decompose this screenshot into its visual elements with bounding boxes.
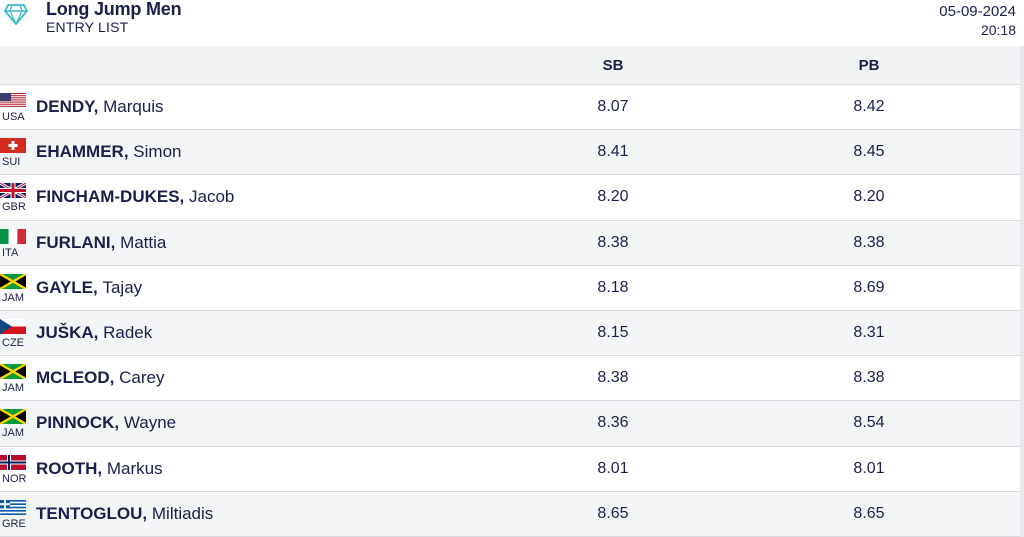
season-best: 8.15 — [597, 323, 629, 341]
season-best: 8.36 — [597, 414, 629, 432]
table-row[interactable]: GBR FINCHAM-DUKES, Jacob 8.20 8.20 — [0, 175, 1020, 221]
athlete-name[interactable]: JUŠKA, Radek — [36, 323, 152, 343]
personal-best: 8.01 — [853, 459, 885, 477]
athlete-first-name: Markus — [106, 458, 163, 478]
jam-flag-icon — [0, 408, 27, 426]
season-best: 8.38 — [597, 369, 629, 387]
jam-flag-icon — [0, 363, 27, 381]
personal-best: 8.45 — [853, 143, 885, 161]
cze-flag-icon — [0, 318, 26, 334]
diamond-icon — [4, 4, 28, 25]
event-title: Long Jump Men — [46, 0, 182, 19]
season-best: 8.38 — [597, 233, 629, 251]
athlete-first-name: Jacob — [189, 187, 235, 207]
table-row[interactable]: JAM GAYLE, Tajay 8.18 8.69 — [0, 265, 1020, 311]
athlete-last-name: GAYLE, — [36, 277, 98, 297]
athlete-first-name: Carey — [119, 368, 165, 388]
personal-best: 8.42 — [853, 98, 885, 115]
country-code: GBR — [2, 201, 26, 214]
season-best: 8.65 — [597, 504, 629, 522]
table-row[interactable]: USA DENDY, Marquis 8.07 8.42 — [0, 85, 1020, 131]
personal-best: 8.31 — [853, 323, 885, 341]
country-code: JAM — [2, 427, 24, 440]
athlete-name[interactable]: FURLANI, Mattia — [36, 233, 166, 253]
athlete-last-name: DENDY, — [36, 97, 99, 116]
athlete-last-name: ROOTH, — [36, 458, 103, 478]
jam-flag-icon — [0, 272, 27, 290]
season-best: 8.41 — [597, 143, 629, 161]
season-best: 8.01 — [597, 459, 629, 477]
athlete-first-name: Wayne — [123, 413, 177, 433]
table-row[interactable]: SUI EHAMMER, Simon 8.41 8.45 — [0, 130, 1020, 176]
table-body: USA DENDY, Marquis 8.07 8.42 SUI EHAMMER… — [0, 85, 1020, 537]
column-header-sb[interactable]: SB — [602, 57, 624, 74]
country-code: JAM — [2, 291, 24, 304]
personal-best: 8.69 — [853, 278, 885, 296]
table-row[interactable]: ITA FURLANI, Mattia 8.38 8.38 — [0, 220, 1020, 266]
athlete-name[interactable]: PINNOCK, Wayne — [36, 413, 176, 433]
country-code: JAM — [2, 382, 24, 395]
athlete-first-name: Radek — [103, 322, 153, 342]
table-row[interactable]: GRE TENTOGLOU, Miltiadis 8.65 8.65 — [0, 491, 1020, 537]
country-code: ITA — [2, 246, 19, 259]
personal-best: 8.54 — [853, 414, 885, 432]
athlete-name[interactable]: GAYLE, Tajay — [36, 278, 142, 298]
table-header: SB PB — [0, 46, 1020, 85]
athlete-name[interactable]: ROOTH, Markus — [36, 459, 163, 479]
athlete-name[interactable]: TENTOGLOU, Miltiadis — [36, 504, 213, 524]
athlete-name[interactable]: FINCHAM-DUKES, Jacob — [36, 187, 234, 207]
personal-best: 8.38 — [853, 233, 885, 251]
athlete-last-name: FURLANI, — [36, 232, 116, 252]
athlete-first-name: Mattia — [120, 232, 167, 252]
athlete-first-name: Marquis — [103, 97, 164, 116]
athlete-name[interactable]: MCLEOD, Carey — [36, 368, 164, 388]
gre-flag-icon — [0, 499, 26, 515]
table-row[interactable]: JAM MCLEOD, Carey 8.38 8.38 — [0, 356, 1020, 402]
country-code: SUI — [2, 156, 21, 169]
country-code: GRE — [2, 517, 26, 530]
athlete-last-name: MCLEOD, — [36, 368, 115, 388]
scrollbar[interactable] — [1020, 46, 1024, 537]
athlete-first-name: Simon — [133, 142, 182, 162]
personal-best: 8.65 — [853, 504, 885, 522]
country-code: NOR — [2, 472, 27, 485]
table-row[interactable]: JAM PINNOCK, Wayne 8.36 8.54 — [0, 401, 1020, 447]
country-code: USA — [2, 111, 25, 123]
athlete-last-name: TENTOGLOU, — [36, 503, 148, 523]
personal-best: 8.38 — [853, 369, 885, 387]
athlete-name[interactable]: EHAMMER, Simon — [36, 142, 181, 162]
sui-flag-icon — [0, 138, 26, 154]
athlete-first-name: Tajay — [102, 277, 143, 297]
usa-flag-icon — [0, 93, 26, 108]
table-row[interactable]: CZE JUŠKA, Radek 8.15 8.31 — [0, 310, 1020, 357]
personal-best: 8.20 — [853, 188, 885, 206]
nor-flag-icon — [0, 454, 26, 470]
gbr-flag-icon — [0, 182, 27, 200]
season-best: 8.20 — [597, 188, 629, 206]
event-subtitle: ENTRY LIST — [46, 19, 129, 35]
season-best: 8.07 — [597, 98, 629, 115]
athlete-last-name: PINNOCK, — [36, 413, 120, 433]
event-time: 20:18 — [980, 22, 1016, 38]
athlete-last-name: EHAMMER, — [36, 142, 129, 162]
entry-list-table: SB PB USA DENDY, Marquis 8.07 8.42 SUI E… — [0, 46, 1020, 537]
athlete-first-name: Miltiadis — [151, 503, 214, 523]
table-row[interactable]: NOR ROOTH, Markus 8.01 8.01 — [0, 446, 1020, 492]
athlete-last-name: FINCHAM-DUKES, — [36, 187, 185, 207]
season-best: 8.18 — [597, 278, 629, 296]
athlete-last-name: JUŠKA, — [36, 322, 99, 342]
athlete-name[interactable]: DENDY, Marquis — [36, 97, 164, 117]
event-header: Long Jump Men ENTRY LIST 05-09-2024 20:1… — [0, 0, 1024, 46]
column-header-pb[interactable]: PB — [858, 57, 880, 74]
event-date: 05-09-2024 — [939, 3, 1016, 20]
country-code: CZE — [2, 336, 24, 349]
ita-flag-icon — [0, 228, 26, 244]
